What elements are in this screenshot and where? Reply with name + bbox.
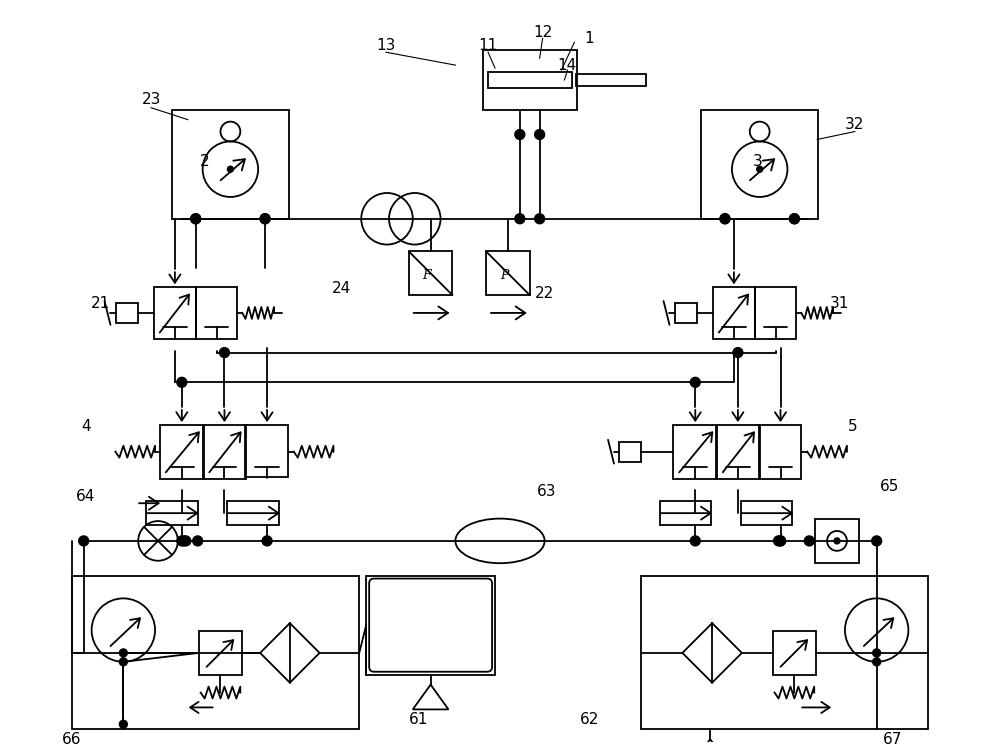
Bar bbox=[741, 501, 792, 525]
Bar bbox=[72, 576, 359, 729]
Bar bbox=[116, 303, 138, 323]
Text: 67: 67 bbox=[883, 732, 902, 747]
Bar bbox=[154, 287, 196, 339]
Circle shape bbox=[720, 214, 730, 224]
Circle shape bbox=[535, 129, 545, 139]
Bar bbox=[227, 501, 279, 525]
Text: 14: 14 bbox=[558, 58, 577, 73]
Text: 13: 13 bbox=[376, 38, 396, 53]
Circle shape bbox=[193, 536, 203, 546]
Bar bbox=[245, 425, 288, 477]
Text: 1: 1 bbox=[584, 31, 594, 46]
Circle shape bbox=[262, 536, 272, 546]
Circle shape bbox=[177, 536, 187, 546]
Circle shape bbox=[733, 348, 743, 358]
Bar bbox=[815, 519, 859, 562]
Circle shape bbox=[872, 536, 882, 546]
Text: P: P bbox=[500, 269, 508, 282]
Circle shape bbox=[720, 214, 730, 224]
Bar bbox=[773, 631, 816, 675]
Text: 22: 22 bbox=[535, 286, 554, 301]
Circle shape bbox=[119, 649, 127, 657]
Circle shape bbox=[834, 538, 840, 544]
Circle shape bbox=[260, 214, 270, 224]
Circle shape bbox=[191, 214, 201, 224]
Bar bbox=[713, 287, 755, 339]
Text: 23: 23 bbox=[141, 92, 161, 107]
Text: 12: 12 bbox=[533, 25, 552, 40]
Circle shape bbox=[789, 214, 799, 224]
Circle shape bbox=[515, 129, 525, 139]
Circle shape bbox=[774, 536, 783, 546]
Bar bbox=[660, 501, 711, 525]
Bar bbox=[759, 425, 801, 479]
Circle shape bbox=[515, 214, 525, 224]
Circle shape bbox=[79, 536, 89, 546]
Circle shape bbox=[227, 166, 233, 172]
Circle shape bbox=[119, 720, 127, 729]
Text: 63: 63 bbox=[537, 484, 556, 499]
Bar bbox=[619, 442, 641, 462]
Text: 3: 3 bbox=[753, 154, 763, 169]
Circle shape bbox=[535, 214, 545, 224]
Circle shape bbox=[690, 536, 700, 546]
Circle shape bbox=[690, 377, 700, 387]
Circle shape bbox=[757, 166, 763, 172]
Bar bbox=[673, 425, 716, 479]
Circle shape bbox=[119, 657, 127, 666]
Text: 66: 66 bbox=[62, 732, 82, 747]
Bar bbox=[204, 425, 246, 479]
Bar bbox=[196, 287, 237, 339]
Bar bbox=[483, 50, 577, 110]
Text: 64: 64 bbox=[76, 488, 95, 504]
Bar bbox=[172, 110, 289, 218]
Text: 61: 61 bbox=[409, 712, 428, 727]
Text: 11: 11 bbox=[478, 38, 498, 53]
Bar bbox=[409, 251, 452, 295]
Text: 21: 21 bbox=[91, 295, 110, 310]
Text: 5: 5 bbox=[848, 420, 858, 435]
Circle shape bbox=[177, 377, 187, 387]
Text: 31: 31 bbox=[830, 295, 850, 310]
Circle shape bbox=[219, 348, 229, 358]
Circle shape bbox=[789, 214, 799, 224]
Bar bbox=[755, 287, 796, 339]
Bar bbox=[488, 72, 572, 88]
Circle shape bbox=[191, 214, 201, 224]
Bar bbox=[199, 631, 242, 675]
Bar bbox=[641, 576, 928, 729]
Bar bbox=[717, 425, 760, 479]
Circle shape bbox=[260, 214, 270, 224]
Text: 65: 65 bbox=[880, 479, 899, 494]
Circle shape bbox=[873, 657, 881, 666]
Text: 62: 62 bbox=[580, 712, 599, 727]
Bar bbox=[675, 303, 697, 323]
Bar bbox=[366, 576, 495, 675]
Text: 32: 32 bbox=[845, 117, 865, 132]
Circle shape bbox=[181, 536, 191, 546]
Bar bbox=[486, 251, 530, 295]
Bar bbox=[701, 110, 818, 218]
Circle shape bbox=[776, 536, 785, 546]
Circle shape bbox=[776, 536, 785, 546]
Bar bbox=[146, 501, 198, 525]
Text: 24: 24 bbox=[332, 280, 351, 295]
Circle shape bbox=[873, 649, 881, 657]
Circle shape bbox=[804, 536, 814, 546]
Bar bbox=[576, 74, 646, 86]
Text: 4: 4 bbox=[81, 420, 90, 435]
Text: F: F bbox=[423, 269, 431, 282]
Circle shape bbox=[179, 536, 189, 546]
Bar bbox=[160, 425, 203, 479]
Text: 2: 2 bbox=[200, 154, 209, 169]
